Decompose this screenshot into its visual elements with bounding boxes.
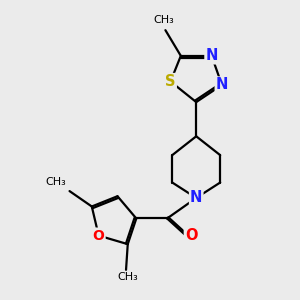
- Text: S: S: [165, 74, 176, 89]
- Text: CH₃: CH₃: [153, 15, 174, 25]
- Text: N: N: [206, 48, 218, 63]
- Text: CH₃: CH₃: [45, 177, 66, 187]
- Text: O: O: [185, 228, 197, 243]
- Text: CH₃: CH₃: [117, 272, 138, 281]
- Text: O: O: [93, 229, 105, 243]
- Text: N: N: [216, 77, 228, 92]
- Text: N: N: [190, 190, 203, 206]
